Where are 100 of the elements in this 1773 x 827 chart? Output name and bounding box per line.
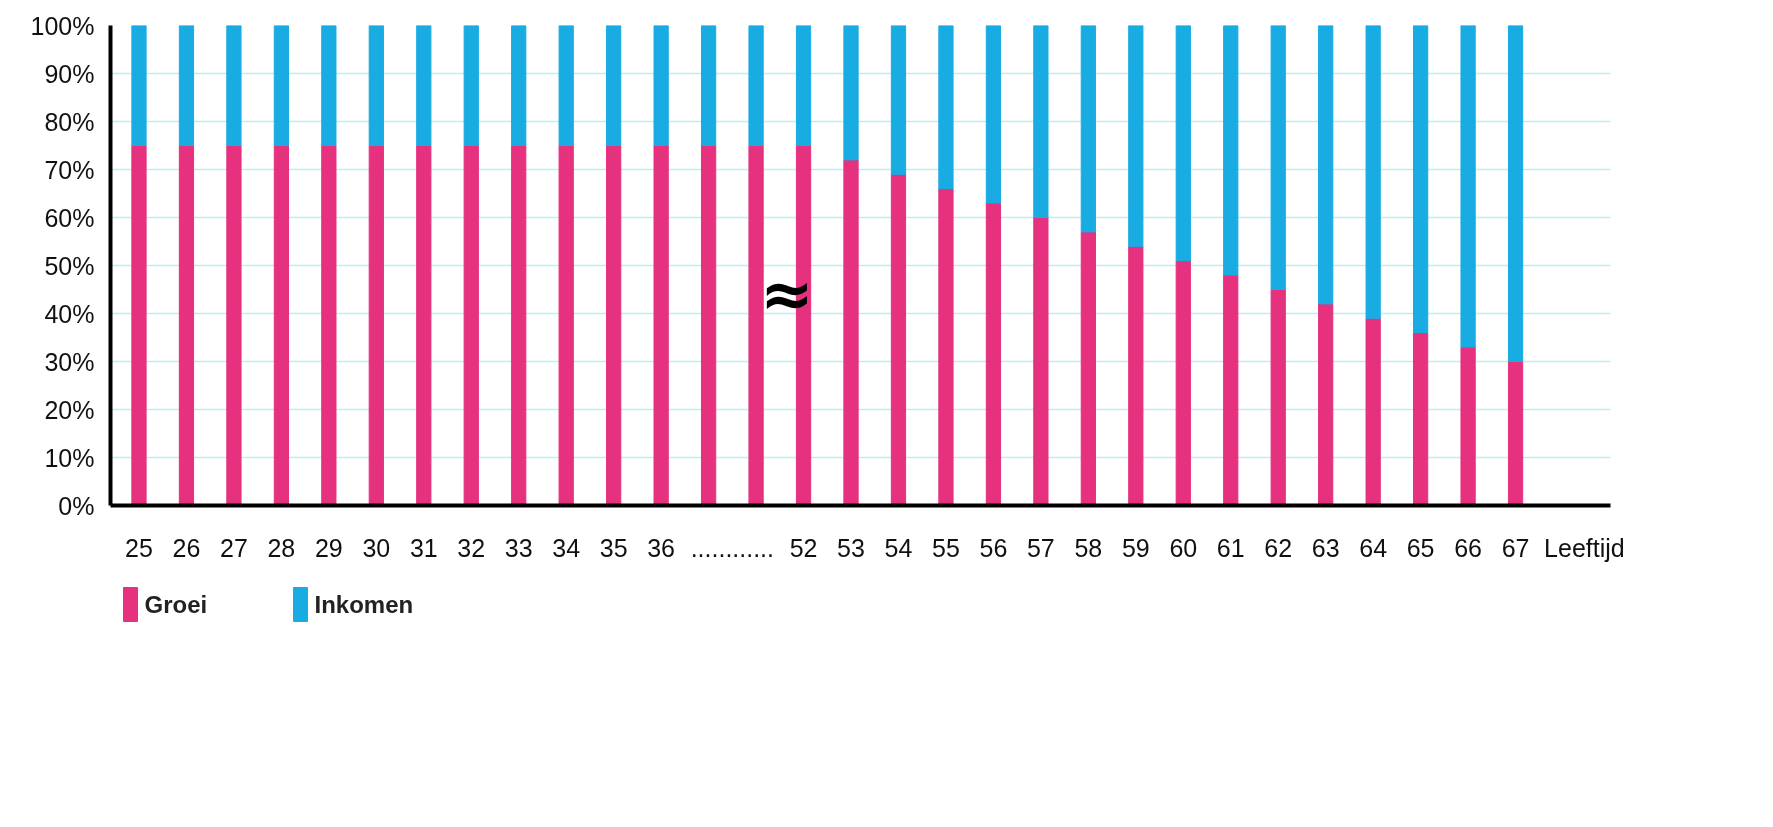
- y-tick-label: 40%: [44, 299, 95, 328]
- x-tick-label: 62: [1264, 533, 1293, 562]
- bar: [1413, 332, 1429, 506]
- x-tick-label: 52: [789, 533, 818, 562]
- x-tick-label: 65: [1406, 533, 1435, 562]
- bar: [511, 25, 527, 146]
- x-tick-label: 61: [1216, 533, 1245, 562]
- x-tick-label: 28: [267, 533, 296, 562]
- x-tick-label: 32: [457, 533, 486, 562]
- x-tick-label: 31: [409, 533, 438, 562]
- y-tick-label: 30%: [44, 347, 95, 376]
- bar: [653, 145, 669, 506]
- bar: [463, 145, 479, 506]
- bar: [938, 25, 954, 190]
- x-tick-label: 53: [837, 533, 865, 562]
- bar: [1270, 289, 1286, 506]
- x-tick-label: 60: [1169, 533, 1198, 562]
- bar: [1175, 260, 1191, 506]
- y-tick-label: 20%: [44, 395, 95, 424]
- x-tick-label: 67: [1501, 533, 1530, 562]
- bar: [321, 145, 337, 506]
- bar: [843, 159, 859, 506]
- bar: [700, 145, 717, 506]
- legend-label: Groei: [144, 591, 208, 618]
- x-tick-label: 35: [599, 533, 628, 562]
- x-axis-title: Leeftijd: [1544, 533, 1625, 562]
- bar: [1460, 346, 1476, 506]
- x-tick-label: 34: [552, 533, 581, 562]
- bar: [985, 25, 1002, 204]
- bar: [1318, 25, 1334, 305]
- x-tick-label: 54: [884, 533, 913, 562]
- bar: [1080, 25, 1096, 233]
- bar: [606, 25, 622, 146]
- bar: [1128, 245, 1144, 506]
- bar: [700, 25, 717, 146]
- bar: [1270, 25, 1286, 290]
- bar: [368, 25, 384, 146]
- bar: [131, 25, 147, 146]
- x-tick-label: 63: [1311, 533, 1340, 562]
- y-tick-label: 10%: [44, 443, 95, 472]
- bar: [368, 145, 384, 506]
- bar: [416, 145, 432, 506]
- y-tick-label: 80%: [44, 107, 95, 136]
- x-tick-label: 58: [1074, 533, 1103, 562]
- bar: [748, 25, 764, 146]
- y-tick-label: 70%: [44, 155, 95, 184]
- bar: [511, 145, 527, 506]
- bar: [938, 188, 954, 506]
- bar: [1033, 217, 1049, 506]
- bar: [321, 25, 337, 146]
- bar: [178, 145, 195, 506]
- x-tick-label: 26: [172, 533, 201, 562]
- x-tick-label: 29: [314, 533, 343, 562]
- text: ............: [690, 533, 775, 562]
- x-tick-label: 25: [125, 533, 153, 562]
- x-tick-label: 59: [1121, 533, 1150, 562]
- x-tick-label: 56: [979, 533, 1008, 562]
- x-tick-label: 66: [1454, 533, 1482, 562]
- bar: [843, 25, 859, 161]
- bar: [1460, 25, 1476, 348]
- y-tick-label: 90%: [44, 59, 95, 88]
- bar: [1080, 231, 1096, 506]
- bar: [463, 25, 479, 146]
- y-tick-label: 50%: [44, 251, 95, 280]
- bar: [985, 202, 1002, 506]
- bar: [653, 25, 669, 146]
- x-tick-label: 27: [220, 533, 248, 562]
- bar: [1223, 25, 1239, 276]
- bar: [416, 25, 432, 146]
- x-tick-label: 57: [1026, 533, 1055, 562]
- bar: [606, 145, 622, 506]
- x-tick-label: 36: [647, 533, 676, 562]
- bar: [1175, 25, 1191, 262]
- bar: [1365, 317, 1381, 506]
- bar: [273, 145, 290, 506]
- bar: [1365, 25, 1381, 319]
- bar: [273, 25, 290, 146]
- y-tick-label: 100%: [30, 11, 95, 40]
- x-tick-label: 55: [932, 533, 960, 562]
- y-tick-label: 0%: [58, 491, 95, 520]
- bar: [890, 173, 907, 506]
- bar: [890, 25, 907, 175]
- x-tick-label: 64: [1359, 533, 1388, 562]
- bar: [748, 145, 764, 506]
- bar: [795, 25, 812, 146]
- bar: [1507, 361, 1524, 506]
- bar: [1223, 274, 1239, 506]
- bar: [1507, 25, 1524, 362]
- bar: [1033, 25, 1049, 218]
- bar: [1128, 25, 1144, 247]
- bar: [226, 25, 242, 146]
- x-tick-label: 33: [504, 533, 533, 562]
- bar: [558, 145, 574, 506]
- bar: [131, 145, 147, 506]
- x-tick-label: 30: [362, 533, 391, 562]
- bar: [226, 145, 242, 506]
- y-tick-label: 60%: [44, 203, 95, 232]
- bar: [1318, 303, 1334, 506]
- legend-label: Inkomen: [314, 591, 414, 618]
- bar: [178, 25, 195, 146]
